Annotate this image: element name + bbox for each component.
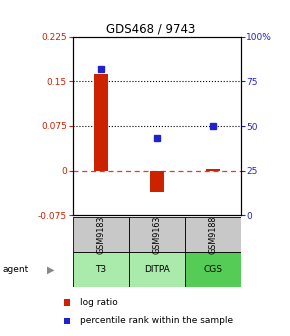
Text: GDS468 / 9743: GDS468 / 9743 xyxy=(106,22,195,35)
Bar xyxy=(72,252,128,287)
Text: GSM9183: GSM9183 xyxy=(96,215,105,254)
Bar xyxy=(150,170,164,193)
Text: GSM9188: GSM9188 xyxy=(208,215,217,254)
Text: percentile rank within the sample: percentile rank within the sample xyxy=(80,317,233,325)
Text: agent: agent xyxy=(3,265,29,274)
Bar xyxy=(93,74,108,170)
Bar xyxy=(128,252,185,287)
Text: T3: T3 xyxy=(95,265,106,274)
Bar xyxy=(185,217,241,252)
Text: log ratio: log ratio xyxy=(80,298,117,307)
Text: CGS: CGS xyxy=(203,265,222,274)
Bar xyxy=(72,217,128,252)
Text: DITPA: DITPA xyxy=(144,265,169,274)
Bar xyxy=(185,252,241,287)
Bar xyxy=(128,217,185,252)
Bar xyxy=(206,169,220,170)
Text: ▶: ▶ xyxy=(47,265,55,275)
Text: GSM9163: GSM9163 xyxy=(152,215,161,254)
